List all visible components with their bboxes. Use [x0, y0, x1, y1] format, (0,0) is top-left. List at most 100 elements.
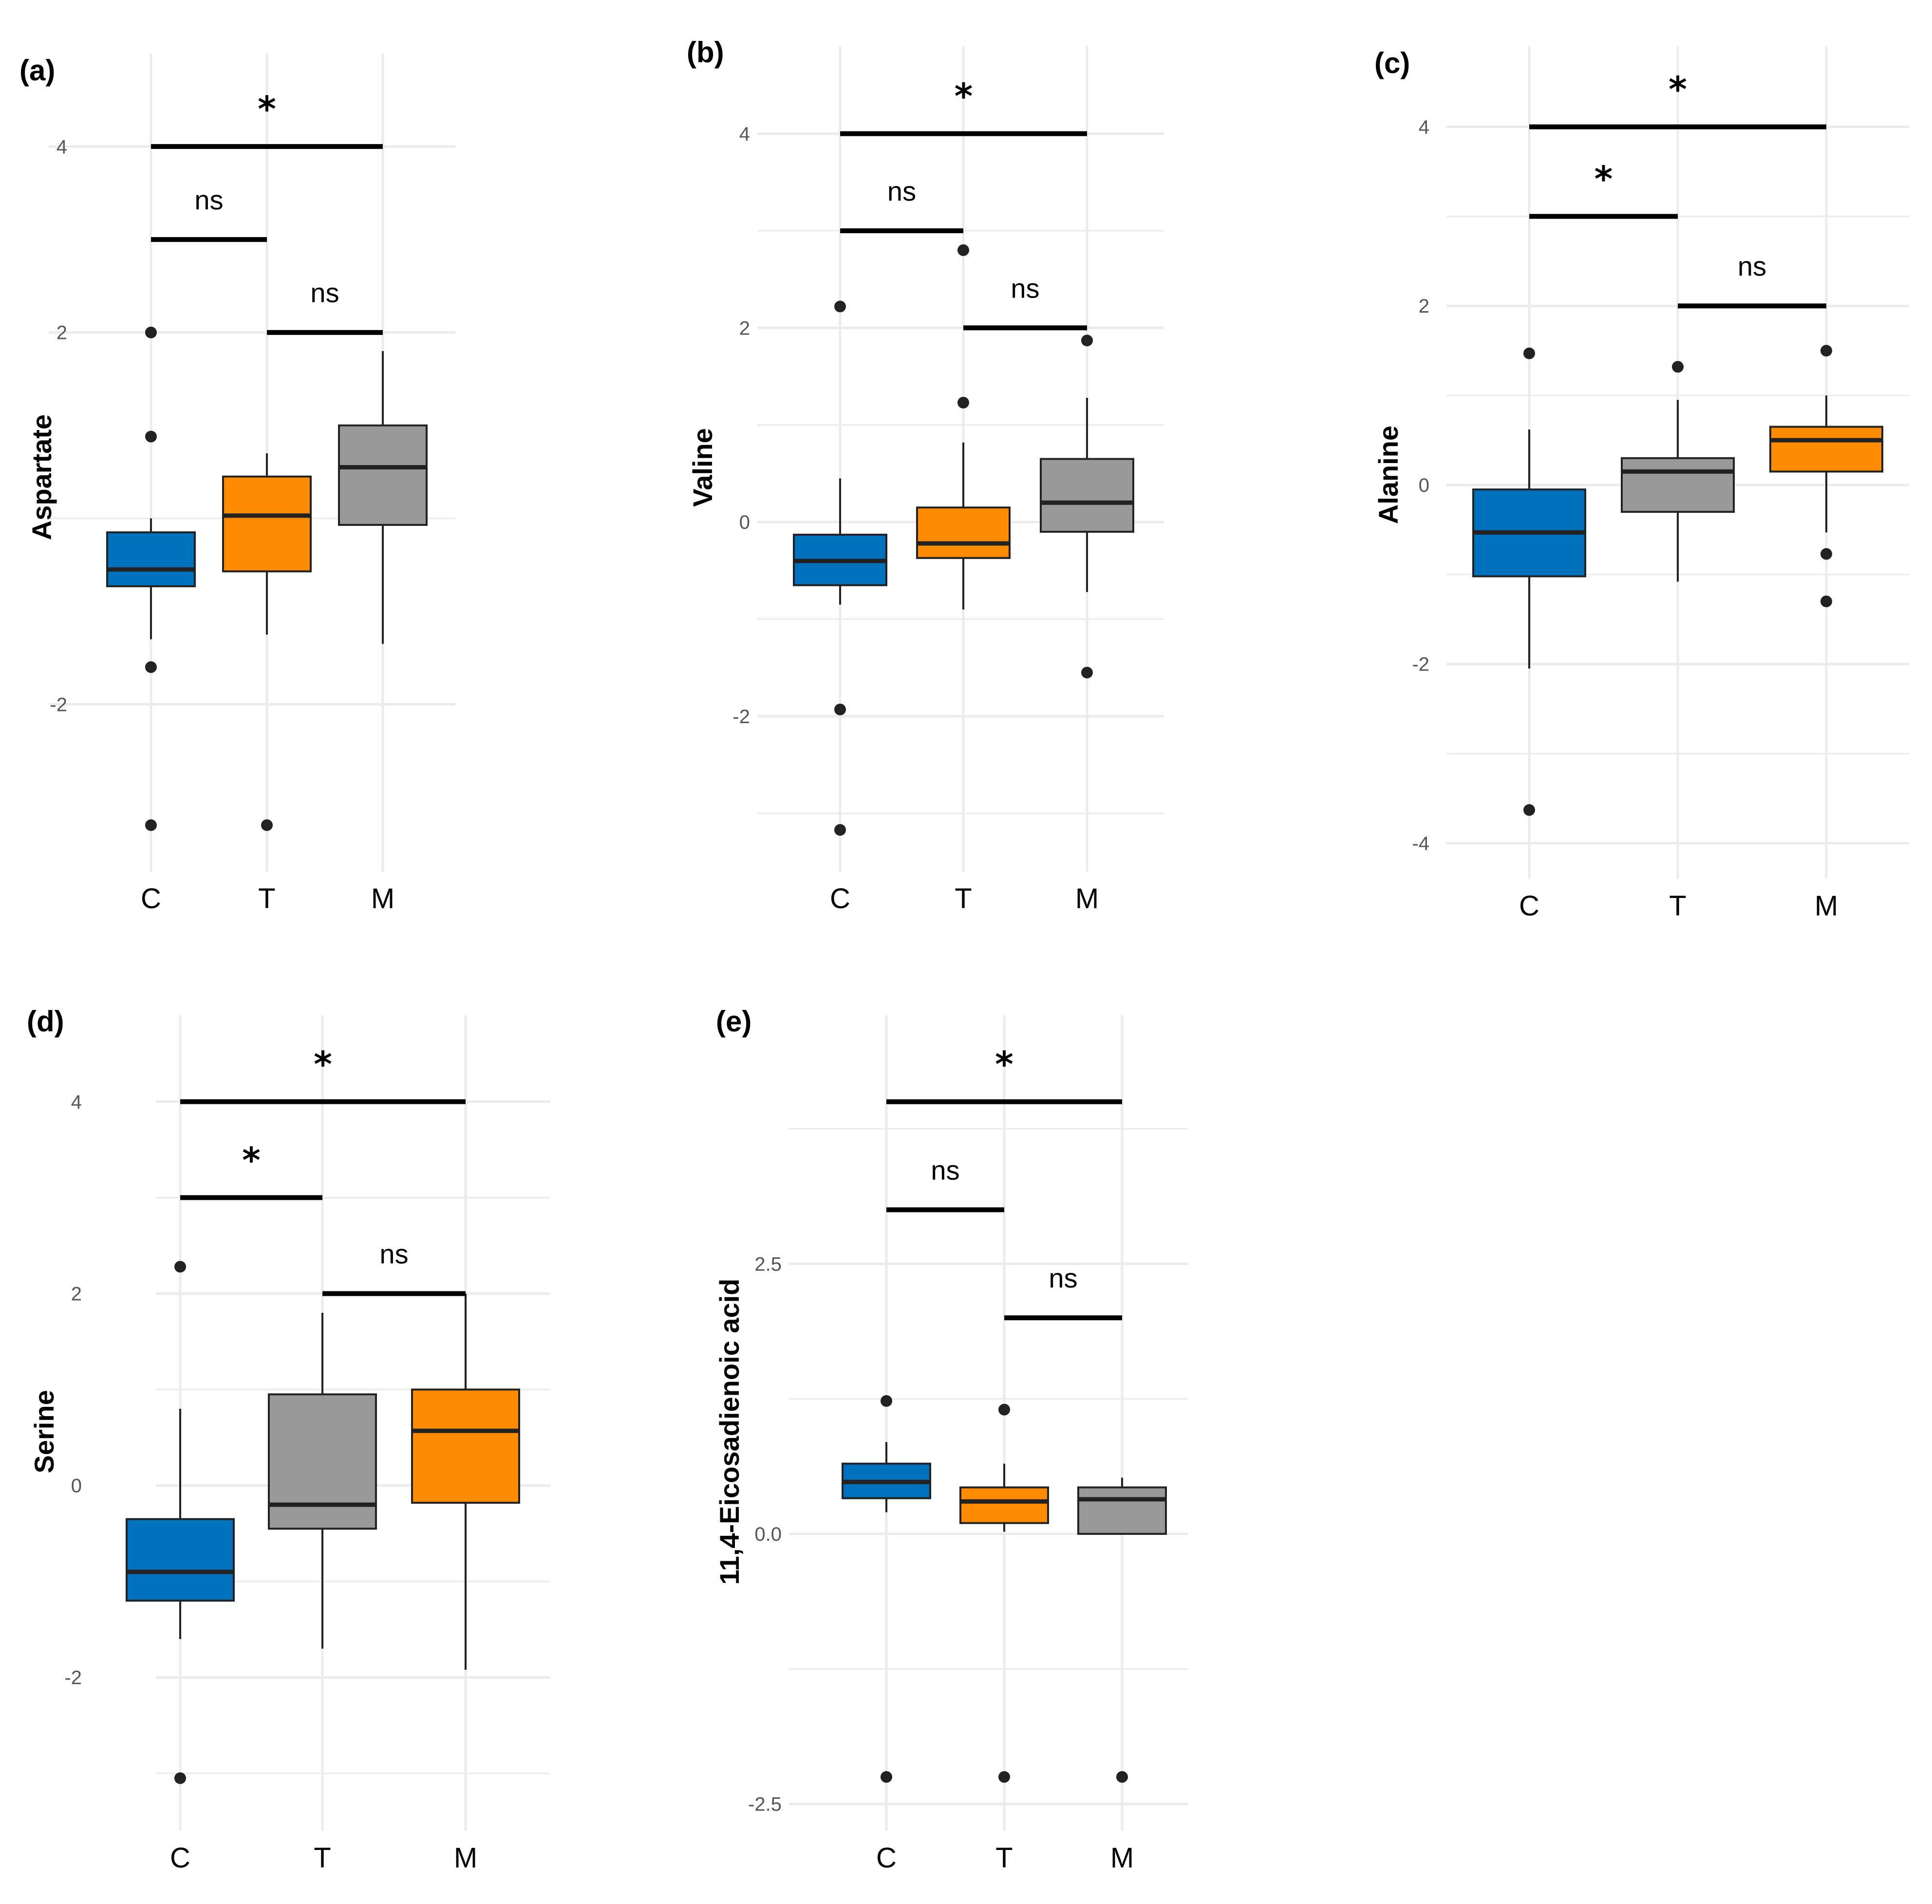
x-tick-label: T [955, 883, 972, 915]
box-body [959, 1486, 1049, 1524]
significance-label: * [258, 89, 276, 130]
panel-label: (b) [687, 36, 724, 69]
y-tick-label: -4 [1412, 833, 1429, 854]
x-tick-label: M [1075, 883, 1099, 915]
panel-c: 4 2 0 -2 -4 C T M * * ns Alanine (c) [1373, 46, 1909, 922]
x-tick-label: M [371, 883, 394, 915]
y-axis-label: Aspartate [26, 414, 57, 540]
outlier-point [881, 1395, 892, 1407]
panel-label: (e) [716, 1005, 751, 1038]
significance-label: * [955, 75, 973, 116]
y-tick-label: 4 [1419, 116, 1429, 138]
box-body [126, 1518, 235, 1602]
panel-a: 4 2 -2 C T M * ns ns Aspartate (a) [19, 54, 455, 915]
y-tick-label: 2 [739, 317, 750, 339]
significance-label: * [314, 1044, 332, 1084]
x-tick-label: T [995, 1842, 1013, 1874]
significance-label: ns [1738, 251, 1766, 281]
significance-label: ns [310, 278, 339, 308]
outlier-point [1523, 804, 1535, 816]
box-body [1769, 426, 1883, 473]
box-body [268, 1393, 377, 1530]
outlier-point [145, 661, 157, 673]
significance-label: ns [379, 1238, 408, 1269]
y-axis-label: 11,4-Eicosadienoic acid [714, 1279, 745, 1585]
y-tick-label: 4 [56, 136, 67, 158]
outlier-point [834, 703, 846, 715]
outlier-point [261, 819, 273, 831]
x-tick-label: C [170, 1842, 190, 1874]
outlier-point [1820, 596, 1832, 607]
box-C [1472, 347, 1586, 816]
outlier-point [1081, 667, 1093, 679]
outlier-point [834, 824, 846, 836]
x-tick-label: T [258, 883, 275, 915]
x-tick-label: C [876, 1842, 897, 1874]
y-axis-label: Valine [687, 428, 718, 507]
box-T [959, 1403, 1049, 1783]
panel-label: (c) [1374, 47, 1410, 79]
panel-e: 2.5 0.0 -2.5 C T M * ns ns 11,4-Eicosadienoic aci… [714, 1005, 1188, 1874]
outlier-point [1081, 335, 1093, 347]
outlier-point [1820, 548, 1832, 560]
y-tick-label: 0 [739, 512, 750, 533]
x-tick-label: M [1815, 890, 1838, 922]
box-body [1040, 458, 1134, 533]
box-M [1077, 1477, 1167, 1783]
outlier-point [834, 300, 846, 313]
box-body [916, 506, 1011, 559]
box-body [338, 424, 428, 526]
box-T [268, 1312, 377, 1649]
x-tick-label: T [1669, 890, 1686, 922]
x-tick-label: C [830, 883, 850, 915]
y-tick-label: -2 [732, 706, 750, 728]
y-tick-label: 2 [71, 1283, 82, 1305]
y-tick-label: 2 [1419, 296, 1429, 317]
outlier-point [1523, 347, 1535, 359]
box-body [222, 475, 312, 573]
box-C [106, 326, 196, 831]
box-C [126, 1261, 235, 1784]
significance-label: * [1594, 158, 1613, 199]
significance-label: ns [194, 185, 223, 215]
y-tick-label: -2 [64, 1667, 82, 1689]
box-M [1769, 345, 1883, 607]
box-M [1040, 335, 1134, 679]
y-axis-label: Alanine [1373, 426, 1404, 524]
outlier-point [145, 430, 157, 443]
box-T [222, 453, 312, 831]
significance-label: ns [1049, 1263, 1077, 1293]
y-tick-label: 0 [1419, 475, 1429, 496]
outlier-point [957, 396, 969, 409]
box-C [793, 300, 887, 836]
outlier-point [998, 1771, 1010, 1783]
box-M [338, 351, 428, 644]
outlier-point [1672, 361, 1684, 373]
x-tick-label: T [314, 1842, 331, 1874]
box-body [411, 1388, 520, 1504]
significance-label: ns [887, 176, 916, 206]
outlier-point [957, 244, 969, 256]
box-C [842, 1395, 931, 1783]
y-tick-label: -2.5 [748, 1794, 782, 1815]
outlier-point [145, 326, 157, 338]
outlier-point [1820, 345, 1832, 357]
y-tick-label: 4 [71, 1091, 82, 1113]
panel-b: 4 2 0 -2 C T M * ns ns Valine (b) [687, 36, 1164, 915]
significance-label: * [242, 1139, 261, 1180]
outlier-point [998, 1403, 1010, 1416]
box-T [916, 244, 1011, 610]
outlier-point [174, 1772, 186, 1784]
y-tick-label: 2.5 [754, 1253, 782, 1275]
box-body [1077, 1486, 1167, 1535]
outlier-point [1116, 1771, 1128, 1783]
y-tick-label: 4 [739, 123, 750, 145]
x-tick-label: M [1110, 1842, 1134, 1874]
y-tick-label: 2 [56, 322, 67, 344]
panel-label: (a) [19, 54, 55, 87]
box-body [106, 531, 196, 587]
y-tick-label: 0 [71, 1475, 82, 1497]
y-tick-label: 0.0 [754, 1524, 782, 1545]
box-body [1621, 457, 1735, 513]
y-tick-label: -2 [50, 694, 67, 715]
